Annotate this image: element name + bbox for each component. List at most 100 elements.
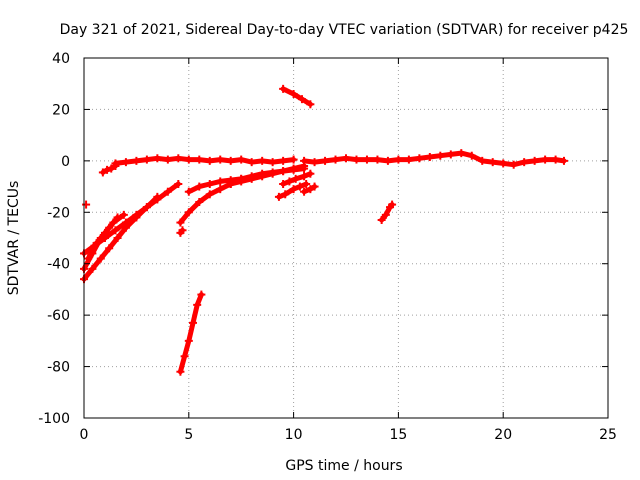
data-point [163,187,172,196]
data-point [467,151,476,160]
data-point [362,155,371,164]
data-point [268,158,277,167]
data-point [195,198,204,206]
data-point [291,174,300,183]
data-point [174,180,183,188]
data-point [268,169,277,178]
data-point [82,200,91,209]
data-point [321,156,330,165]
data-point [373,155,382,164]
y-tick-label: -60 [47,308,70,324]
data-point [274,192,283,201]
data-point [258,156,267,165]
series-arc-k [379,202,395,223]
data-point [279,84,288,93]
data-point [310,158,319,167]
data-point [184,187,193,196]
plot-frame [83,57,609,419]
data-point [289,164,298,173]
data-point [184,208,193,217]
data-point [289,185,298,194]
data-point [184,155,193,164]
y-tick-label: -40 [47,257,70,273]
data-point [195,155,204,164]
data-point [404,155,413,164]
data-point [96,254,105,263]
data-point [394,155,403,164]
data-point [153,154,162,163]
y-tick-label: 0 [61,154,70,170]
data-point [113,234,122,242]
data-point [176,367,185,376]
data-point [383,156,392,165]
data-point [279,180,288,188]
data-point [295,182,304,191]
data-point [107,164,116,173]
data-point [237,155,246,164]
data-point [488,158,497,167]
data-point [381,210,390,219]
data-point [281,190,290,199]
data-point [302,180,311,188]
data-point [226,156,235,165]
data-point [195,182,204,191]
data-point [132,213,141,222]
x-tick-label: 5 [184,427,193,443]
data-point [300,187,309,196]
data-point [111,162,120,170]
x-tick-label: 10 [285,427,303,443]
data-point [342,154,350,163]
data-point [331,155,340,164]
data-point [559,156,568,165]
data-point [415,154,424,163]
data-point [300,162,309,170]
data-point [216,177,225,186]
data-point [205,156,214,165]
data-point [188,318,197,327]
grid-lines [84,58,608,418]
x-tick-label: 25 [599,427,617,443]
data-point [478,156,487,165]
data-point [193,300,202,309]
data-point [352,155,361,164]
data-point [289,90,298,98]
x-axis-label: GPS time / hours [285,458,402,474]
data-point [226,180,235,188]
data-point [509,160,518,169]
data-point [306,100,315,109]
data-point [142,203,151,212]
data-point [142,155,151,164]
data-point [279,156,288,165]
data-point [247,158,256,167]
data-point [285,177,294,186]
y-tick-label: 40 [52,51,70,67]
x-tick-label: 15 [389,427,407,443]
data-point [377,216,386,224]
data-point [247,174,256,183]
data-point [174,154,183,163]
data-point [446,150,455,159]
data-point [176,218,185,227]
y-tick-label: 20 [52,102,70,118]
data-point [551,155,560,164]
y-tick-label: -100 [38,411,70,427]
data-point [178,226,187,235]
data-point [436,151,445,160]
data-point [520,158,529,167]
data-point [258,172,267,181]
data-point [92,239,101,248]
data-points [80,84,568,376]
data-point [205,180,214,188]
data-point [103,165,112,174]
data-point [109,218,118,227]
data-point [216,185,225,194]
series-arc-upper [280,86,313,107]
data-point [530,156,539,165]
x-tick-label: 20 [494,427,512,443]
data-point [84,254,93,263]
y-tick-label: -20 [47,205,70,221]
data-point [98,168,107,177]
data-point [119,210,128,219]
y-tick-label: -80 [47,360,70,376]
series-arc-l [177,292,204,375]
